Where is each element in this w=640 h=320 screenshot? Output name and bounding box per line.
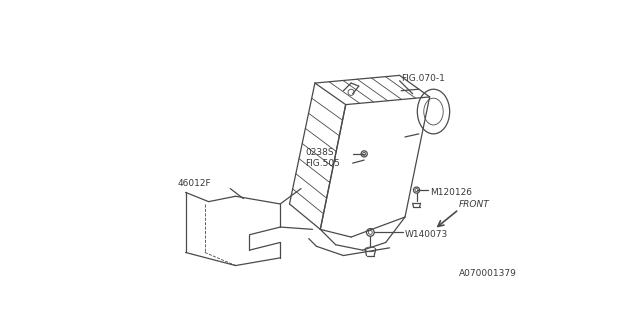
Text: 46012F: 46012F — [178, 179, 211, 188]
Text: FIG.070-1: FIG.070-1 — [401, 74, 445, 83]
Text: 0238S: 0238S — [305, 148, 333, 157]
Text: A070001379: A070001379 — [459, 269, 516, 278]
Text: W140073: W140073 — [405, 230, 448, 239]
Text: FIG.505: FIG.505 — [305, 159, 340, 168]
Text: M120126: M120126 — [429, 188, 472, 197]
Text: FRONT: FRONT — [459, 200, 490, 209]
